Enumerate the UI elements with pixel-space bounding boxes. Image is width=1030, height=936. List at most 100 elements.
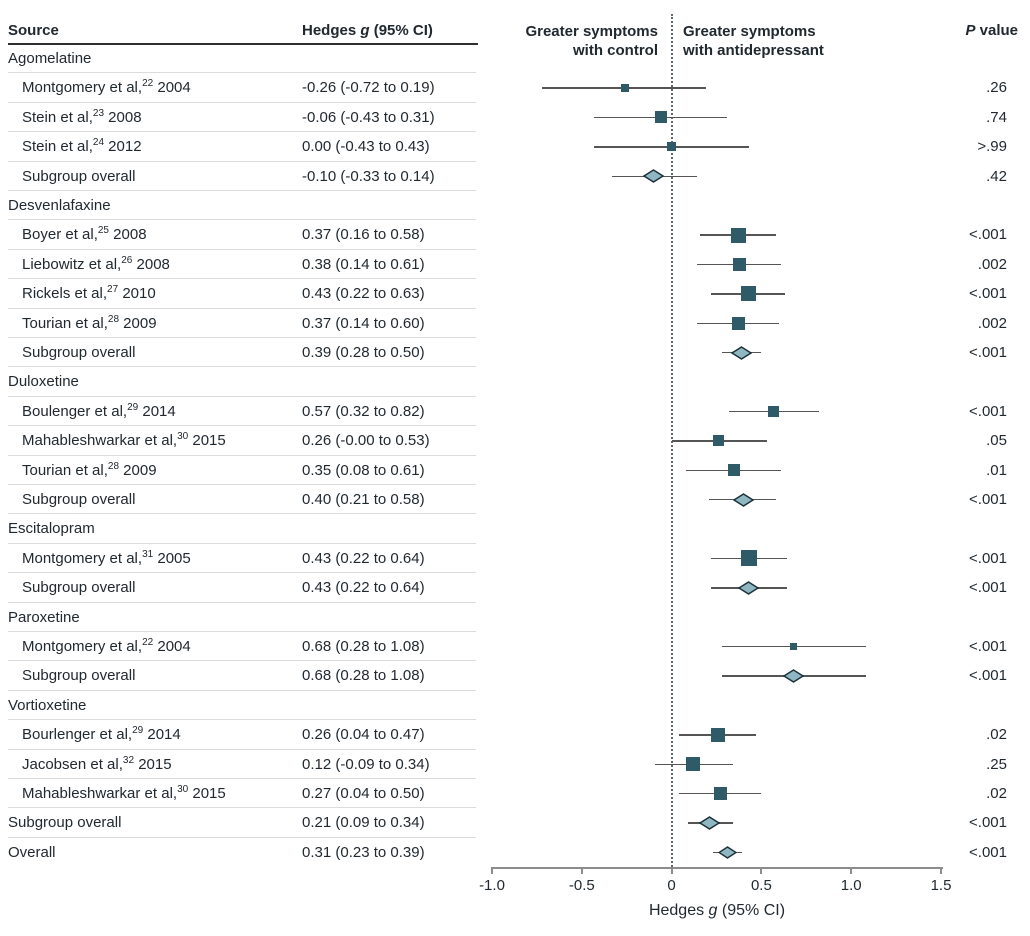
p-value: <.001 <box>969 226 1007 244</box>
ci-text: 0.39 (0.28 to 0.50) <box>302 344 425 361</box>
reference-superscript: 30 <box>177 784 189 795</box>
ci-text: -0.10 (-0.33 to 0.14) <box>302 167 435 185</box>
ci-text: 0.43 (0.22 to 0.64) <box>302 579 425 597</box>
source-label: Escitalopram <box>8 520 95 538</box>
source-label: Subgroup overall <box>8 814 122 832</box>
greater-symptoms-control-label: Greater symptoms with control <box>525 23 658 59</box>
row-separator <box>8 131 476 133</box>
row-separator <box>8 542 476 544</box>
pooled-diamond-marker <box>717 846 737 859</box>
reference-superscript: 28 <box>107 460 120 472</box>
reference-superscript: 27 <box>107 284 119 296</box>
p-value: .02 <box>986 785 1007 802</box>
study-row: Rickels et al,27 2010 0.43 (0.22 to 0.63)… <box>0 279 1030 309</box>
effect-square-marker <box>713 787 727 801</box>
p-value: <.001 <box>969 344 1007 361</box>
x-axis-tick-label: -0.5 <box>568 877 595 894</box>
effect-square-marker <box>728 464 741 477</box>
ci-text: 0.21 (0.09 to 0.34) <box>302 814 425 832</box>
ci-text: 0.27 (0.04 to 0.50) <box>302 785 425 802</box>
row-separator <box>8 630 476 632</box>
ci-text: 0.00 (-0.43 to 0.43) <box>302 138 430 156</box>
study-row: Mahableshwarkar et al,30 2015 0.26 (-0.00… <box>0 426 1030 456</box>
row-separator <box>8 395 476 397</box>
row-separator <box>8 366 476 368</box>
study-row: Bourlenger et al,29 2014 0.26 (0.04 to 0.… <box>0 720 1030 750</box>
reference-superscript: 30 <box>177 431 189 443</box>
source-label: Tourian et al,28 2009 <box>22 313 157 332</box>
subgroup-row: Subgroup overall -0.10 (-0.33 to 0.14) .42 <box>0 162 1030 191</box>
study-row: Tourian et al,28 2009 0.35 (0.08 to 0.61)… <box>0 456 1030 485</box>
source-label: Montgomery et al,22 2004 <box>22 637 191 656</box>
x-axis-title: Hedges g (95% CI) <box>648 902 786 919</box>
x-axis-tick <box>940 867 942 874</box>
ci-text: 0.43 (0.22 to 0.63) <box>302 285 425 303</box>
source-label: Liebowitz et al,26 2008 <box>22 254 170 273</box>
subgroup-row: Subgroup overall 0.43 (0.22 to 0.64) <.001 <box>0 573 1030 603</box>
row-separator <box>8 307 476 309</box>
study-row: Tourian et al,28 2009 0.37 (0.14 to 0.60)… <box>0 309 1030 338</box>
row-separator <box>8 483 476 485</box>
row-separator <box>8 572 476 574</box>
ci-text: 0.68 (0.28 to 1.08) <box>302 667 425 685</box>
x-axis-line <box>492 867 943 869</box>
effect-square-marker <box>712 435 724 447</box>
hedges-column-header: Hedges g (95% CI) <box>302 22 433 39</box>
study-row: Montgomery et al,22 2004 0.68 (0.28 to 1.… <box>0 632 1030 662</box>
effect-square-marker <box>740 550 757 567</box>
reference-superscript: 28 <box>107 313 120 325</box>
p-value: .05 <box>986 432 1007 450</box>
x-axis-tick-label: 1.0 <box>840 877 862 894</box>
reference-superscript: 24 <box>92 137 105 149</box>
ci-text: 0.35 (0.08 to 0.61) <box>302 461 425 479</box>
study-row: Montgomery et al,22 2004 -0.26 (-0.72 to … <box>0 73 1030 103</box>
row-separator <box>8 807 476 809</box>
row-separator <box>8 777 476 779</box>
x-axis-tick <box>670 867 673 874</box>
effect-square-marker <box>790 643 798 651</box>
row-separator <box>8 425 476 427</box>
source-label: Subgroup overall <box>22 491 136 508</box>
ci-text: 0.12 (-0.09 to 0.34) <box>302 755 430 773</box>
source-label: Jacobsen et al,32 2015 <box>22 754 172 773</box>
pooled-diamond-marker <box>738 581 760 595</box>
row-separator <box>8 601 476 603</box>
p-value: <.001 <box>969 638 1007 655</box>
p-value: <.001 <box>969 814 1007 832</box>
effect-square-marker <box>686 757 701 772</box>
effect-square-marker <box>741 286 757 302</box>
p-value: <.001 <box>969 843 1007 861</box>
study-row: Montgomery et al,31 2005 0.43 (0.22 to 0.… <box>0 544 1030 574</box>
reference-superscript: 22 <box>142 637 154 648</box>
p-value: .42 <box>986 167 1007 185</box>
study-row: Boyer et al,25 2008 0.37 (0.16 to 0.58) <.… <box>0 220 1030 250</box>
p-value: <.001 <box>969 402 1007 420</box>
effect-square-marker <box>620 84 629 93</box>
ci-text: -0.26 (-0.72 to 0.19) <box>302 79 435 97</box>
row-separator <box>8 836 476 838</box>
p-value: .01 <box>986 461 1007 479</box>
source-label: Stein et al,24 2012 <box>22 137 142 156</box>
subgroup-row: Subgroup overall 0.21 (0.09 to 0.34) <.001 <box>0 808 1030 838</box>
source-label: Montgomery et al,22 2004 <box>22 78 191 97</box>
source-label: Overall <box>8 843 56 861</box>
row-separator <box>8 248 476 250</box>
ci-text: 0.37 (0.16 to 0.58) <box>302 226 425 244</box>
subgroup-row: Subgroup overall 0.40 (0.21 to 0.58) <.001 <box>0 485 1030 515</box>
effect-square-marker <box>768 405 780 417</box>
source-label: Vortioxetine <box>8 696 87 714</box>
row-separator <box>8 719 476 721</box>
row-separator <box>8 278 476 280</box>
reference-superscript: 32 <box>122 754 135 766</box>
pooled-diamond-marker <box>731 345 753 360</box>
x-axis-tick-label: 0.5 <box>750 877 772 894</box>
p-value: <.001 <box>969 549 1007 567</box>
x-axis-tick-label: 1.5 <box>930 877 952 894</box>
study-row: Boulenger et al,29 2014 0.57 (0.32 to 0.8… <box>0 397 1030 427</box>
group-row: Vortioxetine <box>0 691 1030 721</box>
p-value: .002 <box>977 314 1007 332</box>
row-separator <box>8 72 476 74</box>
source-label: Boyer et al,25 2008 <box>22 225 147 244</box>
greater-symptoms-antidepressant-label: Greater symptoms with antidepressant <box>683 23 824 59</box>
source-label: Subgroup overall <box>22 167 136 185</box>
